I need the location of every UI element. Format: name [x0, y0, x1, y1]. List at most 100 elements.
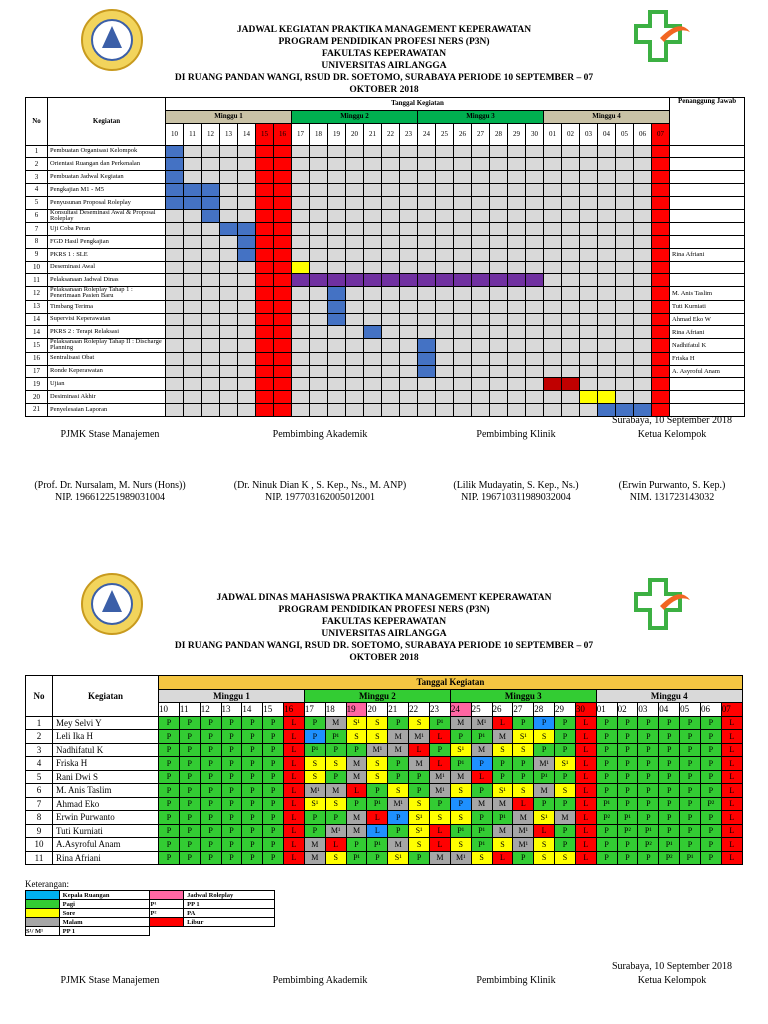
- name: Ahmad Eko: [52, 796, 159, 811]
- data-row: 19 Ujian: [25, 377, 746, 392]
- gantt-cell: [255, 222, 274, 236]
- gantt-cell: [165, 208, 184, 224]
- header-line: PROGRAM PENDIDIKAN PROFESI NERS (P3N): [278, 605, 490, 615]
- shift-cell: L: [574, 715, 597, 730]
- gantt-cell: [255, 273, 274, 288]
- gantt-cell: [543, 402, 562, 417]
- shift-cell: M¹: [512, 837, 535, 852]
- row-no: 19: [25, 377, 48, 392]
- gantt-cell: [435, 402, 454, 417]
- gantt-cell: [363, 157, 382, 172]
- gantt-cell: [507, 170, 526, 184]
- gantt-cell: [381, 325, 400, 340]
- shift-cell: S: [491, 742, 514, 757]
- gantt-cell: [345, 260, 364, 275]
- gantt-cell: [291, 182, 310, 197]
- gantt-cell: [453, 170, 472, 184]
- gantt-cell: [650, 364, 671, 379]
- gantt-cell: [273, 208, 292, 224]
- gantt-cell: [435, 338, 454, 353]
- shift-cell: M: [387, 742, 410, 757]
- day-header: 04: [597, 122, 616, 146]
- gantt-cell: [381, 195, 400, 210]
- gantt-cell: [399, 247, 418, 262]
- gantt-cell: [219, 286, 238, 301]
- gantt-cell: [309, 170, 328, 184]
- gantt-cell: [615, 286, 634, 301]
- gantt-cell: [453, 157, 472, 172]
- gantt-cell: [201, 312, 220, 327]
- name: Nadhifatul K: [52, 742, 159, 757]
- shift-cell: P: [658, 783, 681, 798]
- activity-header: Kegiatan: [52, 675, 159, 717]
- gantt-cell: [615, 260, 634, 275]
- gantt-cell: [255, 247, 274, 262]
- row-no: 12: [25, 286, 48, 301]
- sign-name: (Lilik Mudayatin, S. Kep., Ns.): [453, 480, 579, 491]
- shift-cell: P: [637, 783, 660, 798]
- gantt-cell: [435, 325, 454, 340]
- shift-cell: P: [616, 715, 639, 730]
- shift-cell: L: [512, 796, 535, 811]
- shift-cell: P: [616, 850, 639, 865]
- shift-cell: S: [366, 729, 389, 744]
- gantt-cell: [650, 312, 671, 327]
- row-no: 11: [25, 273, 48, 288]
- gantt-cell: [471, 247, 490, 262]
- gantt-cell: [561, 312, 580, 327]
- gantt-cell: [381, 377, 400, 392]
- shift-cell: P: [303, 715, 326, 730]
- gantt-cell: [291, 208, 310, 224]
- data-row: 20 Desiminasi Akhir: [25, 390, 746, 404]
- gantt-cell: [183, 247, 202, 262]
- shift-cell: L: [366, 810, 389, 825]
- gantt-cell: [507, 351, 526, 366]
- gantt-cell: [417, 144, 436, 159]
- shift-cell: P: [262, 837, 285, 852]
- gantt-cell: [597, 247, 616, 262]
- legend-label: PP 1: [58, 926, 151, 936]
- gantt-cell: [219, 247, 238, 262]
- shift-cell: P: [158, 715, 180, 730]
- day-header: 11: [178, 702, 201, 717]
- shift-cell: L: [574, 810, 597, 825]
- week-header: Minggu 4: [542, 109, 671, 124]
- gantt-cell: [507, 338, 526, 353]
- day-header: 06: [699, 702, 722, 717]
- shift-cell: P: [554, 769, 576, 784]
- gantt-cell: [597, 222, 616, 236]
- gantt-cell: [417, 325, 436, 340]
- legend-label: PA: [183, 908, 275, 918]
- gantt-cell: [471, 273, 490, 288]
- gantt-cell: [399, 390, 418, 404]
- legend-swatch: [149, 917, 185, 927]
- gantt-cell: [183, 273, 202, 288]
- gantt-cell: [525, 170, 544, 184]
- header-line: DI RUANG PANDAN WANGI, RSUD DR. SOETOMO,…: [174, 641, 594, 663]
- gantt-cell: [291, 402, 310, 417]
- gantt-cell: [579, 286, 598, 301]
- sign-id: NIP. 196612251989031004: [54, 492, 165, 503]
- gantt-cell: [345, 247, 364, 262]
- day-header: 03: [579, 122, 598, 146]
- shift-cell: P: [679, 810, 701, 825]
- shift-cell: P: [408, 850, 430, 865]
- shift-cell: P: [637, 715, 660, 730]
- gantt-cell: [615, 364, 634, 379]
- gantt-cell: [597, 170, 616, 184]
- gantt-cell: [507, 234, 526, 249]
- responsible: [669, 222, 746, 236]
- day-header: 13: [220, 702, 243, 717]
- shift-cell: L: [720, 837, 743, 852]
- gantt-cell: [381, 351, 400, 366]
- week-header: Minggu 3: [449, 688, 597, 703]
- data-row: 3 Nadhifatul K P P P P P P L P¹ P P M¹ M L P S¹ M S S P P L P P P…: [25, 742, 743, 757]
- gantt-cell: [345, 286, 364, 301]
- gantt-cell: [237, 222, 256, 236]
- day-header: 28: [533, 702, 556, 717]
- activity: Konsultasi Deseminasi Awal & Proposal Ro…: [47, 208, 166, 224]
- gantt-cell: [507, 182, 526, 197]
- gantt-cell: [309, 390, 328, 404]
- gantt-cell: [597, 338, 616, 353]
- gantt-cell: [543, 260, 562, 275]
